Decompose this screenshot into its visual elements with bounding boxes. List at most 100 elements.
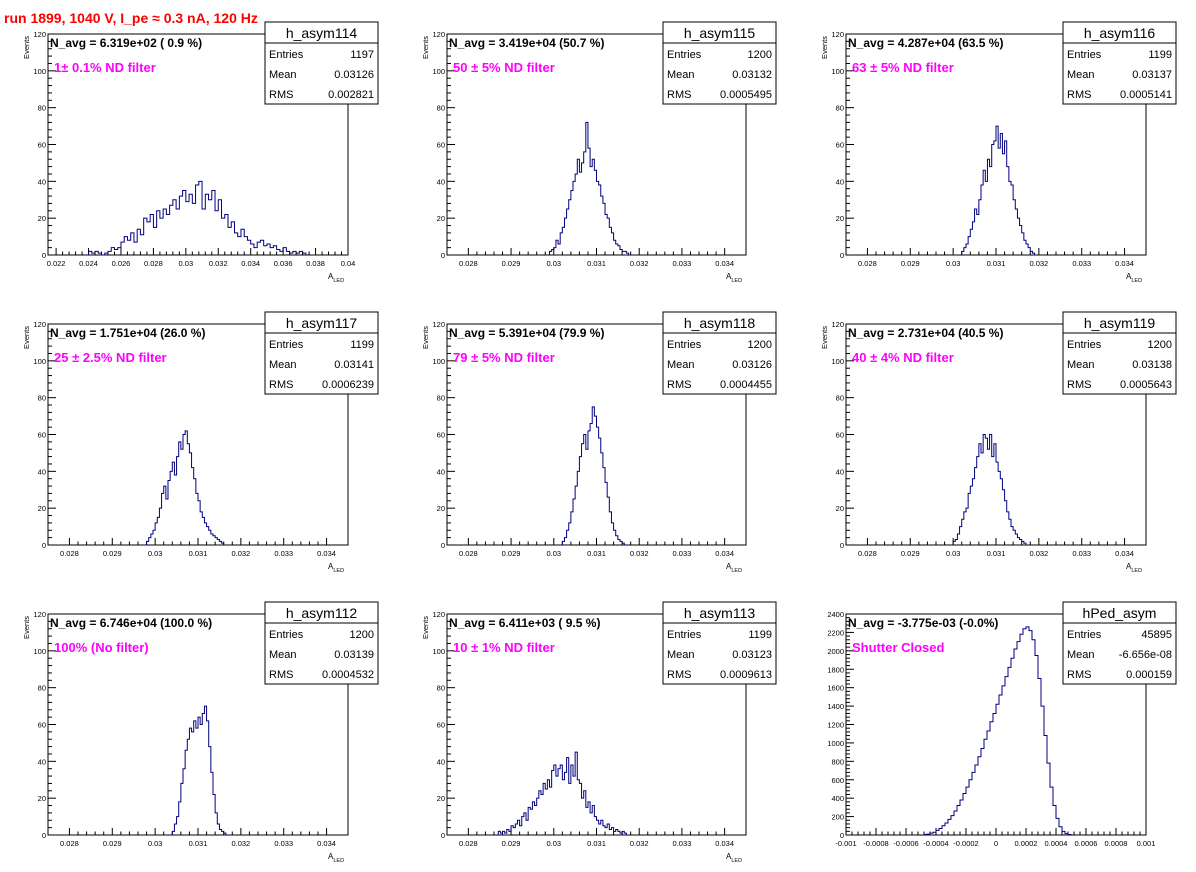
stats-label: Mean xyxy=(1067,69,1095,81)
y-tick-label: 0 xyxy=(42,831,46,840)
x-tick-label: 0.031 xyxy=(189,549,208,558)
y-tick-label: 60 xyxy=(38,431,46,440)
histogram-series xyxy=(952,434,1027,545)
stats-value: 0.03138 xyxy=(1132,359,1172,371)
stats-label: Entries xyxy=(1067,339,1102,351)
y-tick-label: 80 xyxy=(437,394,445,403)
y-tick-label: 200 xyxy=(831,813,844,822)
x-axis-label-main: A xyxy=(1126,562,1132,571)
x-axis-label-sub: LED xyxy=(1131,568,1142,574)
y-axis-label: Events xyxy=(421,326,430,349)
x-axis-label-sub: LED xyxy=(731,568,742,574)
histogram-panel: 0 20 40 60 80 100 120 0.028 0.029 0.03 0.031 0.032 0… xyxy=(820,21,1177,284)
stats-box xyxy=(1062,21,1177,105)
histogram-series xyxy=(171,705,227,835)
y-tick-label: 20 xyxy=(836,214,844,223)
x-tick-label: -0.0004 xyxy=(923,839,948,848)
x-tick-label: 0.03 xyxy=(546,259,561,268)
stats-label: Entries xyxy=(667,49,702,61)
stats-box xyxy=(662,601,777,685)
x-axis-label: ALED xyxy=(726,852,742,864)
filter-note: 25 ± 2.5% ND filter xyxy=(54,350,167,365)
x-tick-label: 0.029 xyxy=(502,549,521,558)
y-tick-label: 100 xyxy=(831,67,844,76)
y-tick-label: 0 xyxy=(441,831,445,840)
stats-box xyxy=(264,311,379,395)
y-tick-label: 20 xyxy=(437,214,445,223)
navg-label: N_avg = 6.319e+02 ( 0.9 %) xyxy=(50,36,202,50)
y-tick-label: 40 xyxy=(437,177,445,186)
x-axis-label-main: A xyxy=(1126,272,1132,281)
stats-label: Entries xyxy=(667,339,702,351)
y-tick-label: 80 xyxy=(836,104,844,113)
y-tick-label: 120 xyxy=(432,610,445,619)
x-axis-label-sub: LED xyxy=(333,568,344,574)
x-axis-label: ALED xyxy=(726,272,742,284)
x-axis-label-main: A xyxy=(328,852,334,861)
x-axis-label: ALED xyxy=(328,562,344,574)
navg-label: N_avg = 6.746e+04 (100.0 %) xyxy=(50,616,212,630)
y-tick-label: 60 xyxy=(38,721,46,730)
y-tick-label: 0 xyxy=(840,831,844,840)
stats-value: 0.002821 xyxy=(328,89,374,101)
stats-value: 1200 xyxy=(748,49,772,61)
x-tick-label: 0.033 xyxy=(673,839,692,848)
stats-value: 0.0005643 xyxy=(1120,379,1172,391)
x-tick-label: 0.033 xyxy=(274,549,293,558)
stats-value: 0.000159 xyxy=(1126,669,1172,681)
stats-label: Mean xyxy=(269,69,297,81)
y-tick-label: 120 xyxy=(432,30,445,39)
filter-note: 63 ± 5% ND filter xyxy=(852,60,954,75)
y-tick-label: 60 xyxy=(437,141,445,150)
stats-label: RMS xyxy=(269,89,293,101)
stats-box xyxy=(1062,311,1177,395)
histogram-panel: 0 20 40 60 80 100 120 0.028 0.029 0.03 0.031 0.032 0… xyxy=(421,601,777,864)
y-tick-label: 20 xyxy=(38,214,46,223)
stats-value: 0.0005495 xyxy=(720,89,772,101)
y-tick-label: 120 xyxy=(831,30,844,39)
histogram-name: h_asym116 xyxy=(1084,25,1156,41)
x-axis-label: ALED xyxy=(726,562,742,574)
y-tick-label: 40 xyxy=(38,467,46,476)
stats-value: 0.0005141 xyxy=(1120,89,1172,101)
x-tick-label: 0.028 xyxy=(459,259,478,268)
stats-value: 1199 xyxy=(748,629,772,641)
x-axis-label-main: A xyxy=(726,852,732,861)
x-tick-label: 0.028 xyxy=(459,839,478,848)
y-tick-label: 400 xyxy=(831,794,844,803)
y-tick-label: 40 xyxy=(836,177,844,186)
x-tick-label: 0.028 xyxy=(858,549,877,558)
stats-value: 0.03126 xyxy=(732,359,772,371)
histogram-name: h_asym113 xyxy=(684,605,756,621)
histogram-panel: 0 20 40 60 80 100 120 0.028 0.029 0.03 0.031 0.032 0… xyxy=(421,21,777,284)
y-axis-label: Events xyxy=(820,36,829,59)
filter-note: 100% (No filter) xyxy=(54,640,149,655)
histogram-name: h_asym115 xyxy=(684,25,756,41)
stats-label: Entries xyxy=(269,49,304,61)
x-tick-label: 0.03 xyxy=(546,549,561,558)
stats-value: 1199 xyxy=(350,339,374,351)
stats-label: Mean xyxy=(667,359,695,371)
y-tick-label: 120 xyxy=(33,610,46,619)
stats-label: RMS xyxy=(269,669,293,681)
stats-label: Entries xyxy=(1067,629,1102,641)
y-tick-label: 80 xyxy=(38,394,46,403)
x-tick-label: 0.03 xyxy=(148,839,163,848)
x-axis-label-sub: LED xyxy=(731,278,742,284)
x-tick-label: 0.03 xyxy=(148,549,163,558)
x-tick-label: 0.028 xyxy=(60,839,79,848)
x-tick-label: 0.031 xyxy=(587,549,606,558)
y-axis-label: Events xyxy=(421,36,430,59)
y-axis-label: Events xyxy=(820,326,829,349)
x-axis-label-sub: LED xyxy=(1131,278,1142,284)
navg-label: N_avg = 3.419e+04 (50.7 %) xyxy=(449,36,604,50)
x-tick-label: 0.029 xyxy=(502,259,521,268)
filter-note: 1± 0.1% ND filter xyxy=(54,60,156,75)
x-tick-label: 0.033 xyxy=(1072,259,1091,268)
stats-label: RMS xyxy=(667,379,691,391)
stats-value: 0.03123 xyxy=(732,649,772,661)
x-tick-label: 0.034 xyxy=(1115,549,1134,558)
stats-value: 0.03137 xyxy=(1132,69,1172,81)
stats-value: 1197 xyxy=(350,49,374,61)
filter-note: 79 ± 5% ND filter xyxy=(453,350,555,365)
